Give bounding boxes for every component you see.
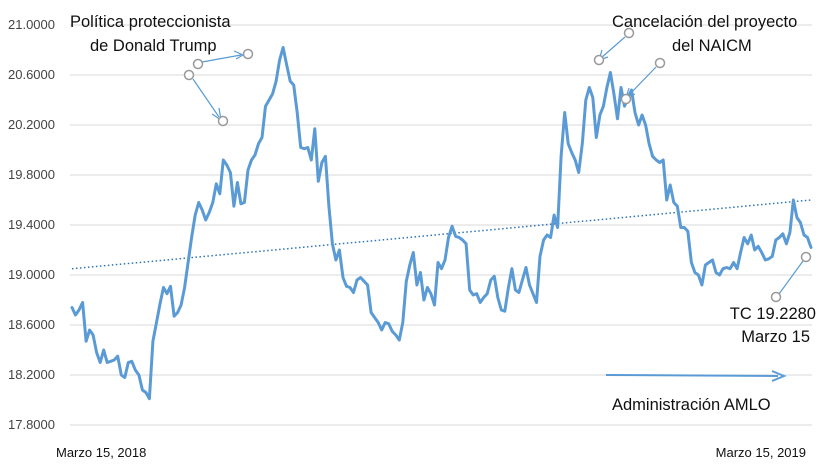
annotation-marker — [800, 251, 812, 263]
annotation-amlo-label: Administración AMLO — [612, 396, 771, 414]
annotation-naicm-line-1: Cancelación del proyecto — [612, 13, 797, 31]
y-tick-label: 18.2000 — [8, 367, 55, 382]
annotation-marker — [623, 27, 635, 39]
annotation-marker — [217, 115, 229, 127]
annotation-marker — [620, 93, 632, 105]
annotation-proteccionista-line-2: de Donald Trump — [90, 37, 217, 55]
annotation-proteccionista: Política proteccionista de Donald Trump — [70, 13, 254, 127]
annotation-tc: TC 19.2280 Marzo 15 — [730, 251, 816, 346]
series-line — [70, 46, 813, 401]
annotation-marker — [593, 54, 605, 66]
annotation-tc-line-2: Marzo 15 — [741, 328, 810, 346]
annotation-tc-line-1: TC 19.2280 — [730, 305, 816, 323]
y-axis-labels: 17.8000 18.2000 18.6000 19.0000 19.4000 19.80… — [8, 17, 55, 432]
y-tick-label: 21.0000 — [8, 17, 55, 32]
y-tick-label: 19.8000 — [8, 167, 55, 182]
y-tick-label: 19.0000 — [8, 267, 55, 282]
trend-line — [71, 199, 812, 270]
annotation-marker — [183, 69, 195, 81]
annotation-marker — [192, 58, 204, 70]
annotation-naicm: Cancelación del proyecto del NAICM — [593, 13, 797, 105]
annotation-naicm-line-2: del NAICM — [672, 37, 752, 55]
x-end-label: Marzo 15, 2019 — [716, 445, 806, 460]
x-start-label: Marzo 15, 2018 — [56, 445, 146, 460]
y-tick-label: 20.2000 — [8, 117, 55, 132]
y-tick-label: 18.6000 — [8, 317, 55, 332]
annotation-proteccionista-line-1: Política proteccionista — [70, 13, 231, 31]
y-tick-label: 20.6000 — [8, 67, 55, 82]
annotation-amlo: Administración AMLO — [605, 370, 787, 414]
y-tick-label: 19.4000 — [8, 217, 55, 232]
y-tick-label: 17.8000 — [8, 417, 55, 432]
annotation-marker — [654, 57, 666, 69]
annotation-marker — [770, 291, 782, 303]
annotation-marker — [242, 48, 254, 60]
gridlines — [70, 24, 812, 426]
